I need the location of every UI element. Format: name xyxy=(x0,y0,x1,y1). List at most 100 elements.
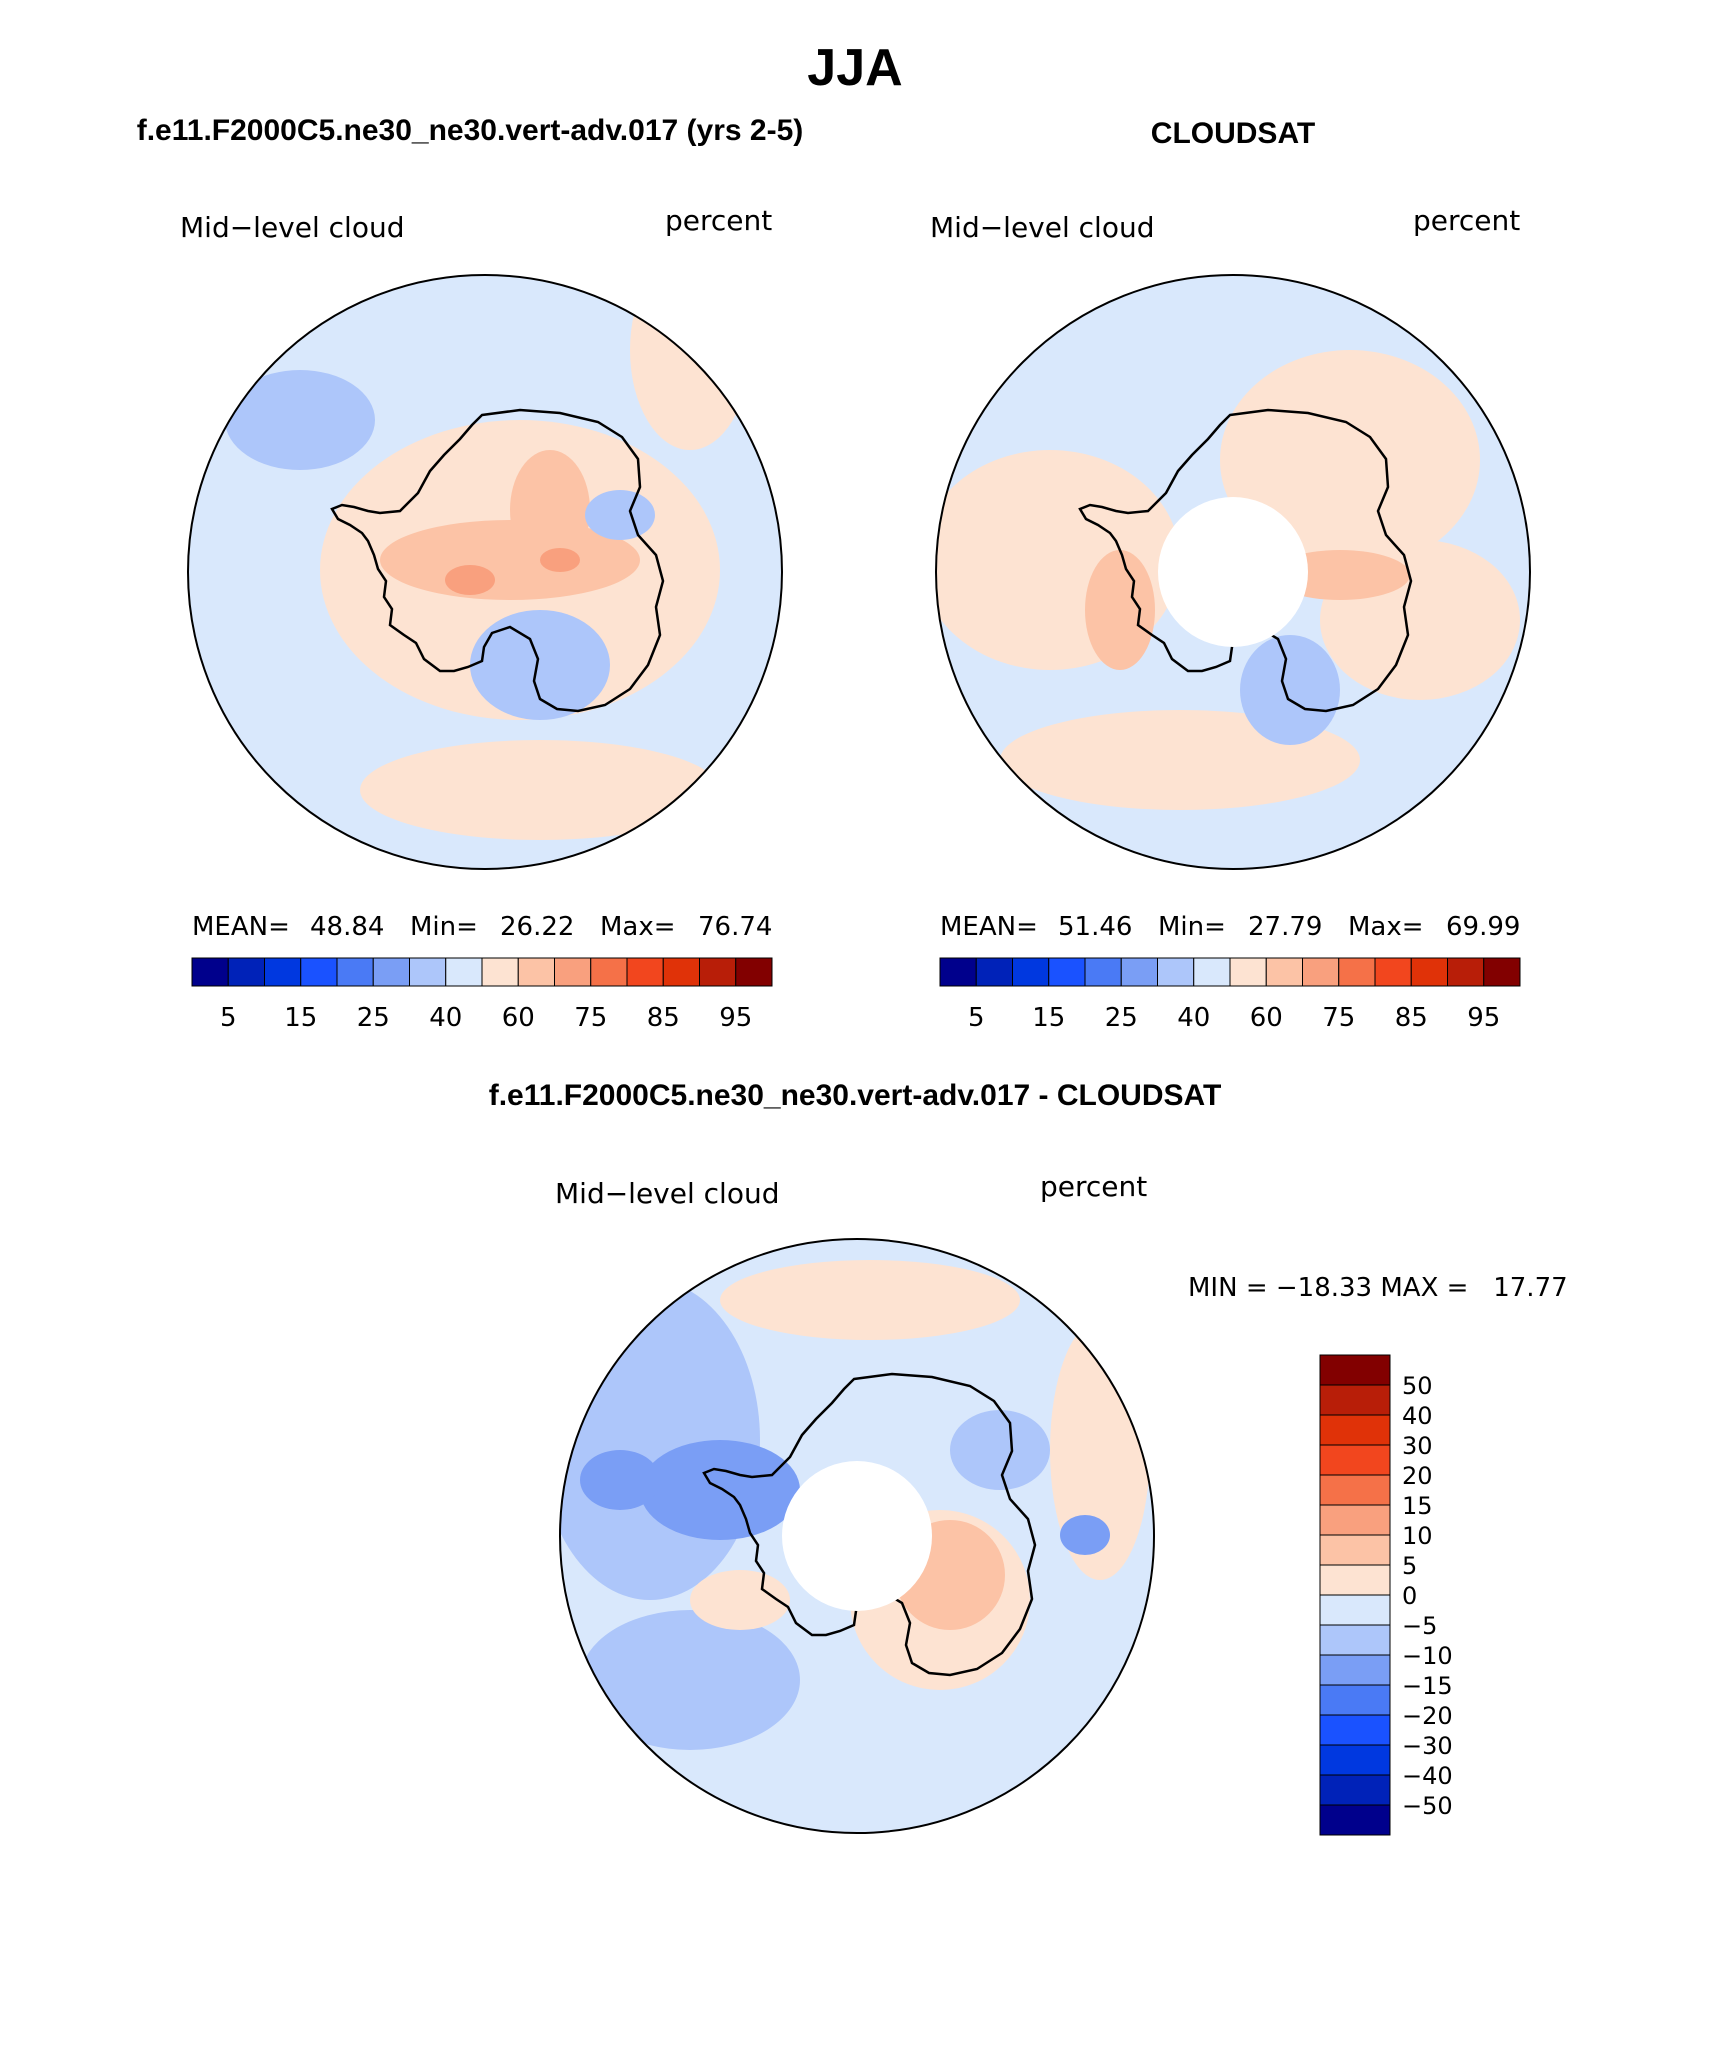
colorbar-model-swatch xyxy=(227,957,265,987)
colorbar-obs-swatch xyxy=(1410,957,1448,987)
colorbar-difference-tick-label: −30 xyxy=(1402,1732,1453,1760)
panel-obs-min-value: 27.79 xyxy=(1248,912,1322,942)
colorbar-difference-swatch xyxy=(1319,1684,1391,1716)
colorbar-difference-swatch xyxy=(1319,1594,1391,1626)
colorbar-model-tick-label: 40 xyxy=(429,1003,462,1033)
colorbar-obs-tick-label: 75 xyxy=(1322,1003,1355,1033)
colorbar-obs-tick-label: 85 xyxy=(1395,1003,1428,1033)
colorbar-difference-swatch xyxy=(1319,1714,1391,1746)
panel-model-variable: Mid−level cloud xyxy=(180,211,404,244)
colorbar-difference-swatch xyxy=(1319,1354,1391,1386)
colorbar-model-swatch xyxy=(735,957,773,987)
figure-title: JJA xyxy=(807,39,902,97)
colorbar-difference-swatch xyxy=(1319,1624,1391,1656)
map-difference-boundary xyxy=(559,1238,1155,1834)
panel-obs-variable: Mid−level cloud xyxy=(930,211,1154,244)
map-difference-pole-hole xyxy=(782,1461,932,1611)
panel-difference-stats: MIN = −18.33 MAX = 17.77 xyxy=(1188,1273,1568,1303)
colorbar-model-swatch xyxy=(554,957,592,987)
colorbar-difference-tick-label: −20 xyxy=(1402,1702,1453,1730)
colorbar-difference-swatch xyxy=(1319,1804,1391,1836)
colorbar-obs-swatch xyxy=(1483,957,1521,987)
colorbar-difference-tick-label: −15 xyxy=(1402,1672,1453,1700)
panel-obs-units: percent xyxy=(1413,204,1520,237)
colorbar-obs-swatch xyxy=(1193,957,1231,987)
colorbar-difference-swatch xyxy=(1319,1384,1391,1416)
panel-obs: CLOUDSAT Mid−level cloud percent MEAN= 5… xyxy=(930,117,1531,1033)
panel-model-mean-value: 48.84 xyxy=(310,912,384,942)
colorbar-obs-swatch xyxy=(1447,957,1485,987)
colorbar-model-swatch xyxy=(445,957,483,987)
panel-model: f.e11.F2000C5.ne30_ne30.vert-adv.017 (yr… xyxy=(137,114,804,1033)
panel-obs-max-value: 69.99 xyxy=(1446,912,1520,942)
map-obs-pole-hole xyxy=(1158,497,1308,647)
map-difference xyxy=(559,1238,1155,1834)
map-model xyxy=(187,274,783,870)
colorbar-obs-swatch xyxy=(1012,957,1050,987)
colorbar-model-swatch xyxy=(300,957,338,987)
colorbar-model: 5 15 25 40 60 75 85 95 xyxy=(191,957,773,1033)
colorbar-difference-swatch xyxy=(1319,1744,1391,1776)
map-obs xyxy=(935,274,1531,870)
colorbar-obs-swatch xyxy=(1048,957,1086,987)
colorbar-obs-swatch xyxy=(1374,957,1412,987)
colorbar-difference-swatch xyxy=(1319,1504,1391,1536)
panel-obs-header: CLOUDSAT xyxy=(1151,117,1315,150)
colorbar-model-tick-label: 25 xyxy=(357,1003,390,1033)
colorbar-difference-tick-label: 5 xyxy=(1402,1552,1417,1580)
panel-model-header: f.e11.F2000C5.ne30_ne30.vert-adv.017 (yr… xyxy=(137,114,804,147)
colorbar-obs-tick-label: 5 xyxy=(968,1003,985,1033)
colorbar-difference-tick-label: 40 xyxy=(1402,1402,1433,1430)
panel-model-mean-label: MEAN= xyxy=(192,912,290,942)
colorbar-model-swatch xyxy=(662,957,700,987)
panel-obs-mean-label: MEAN= xyxy=(940,912,1038,942)
colorbar-model-swatch xyxy=(264,957,302,987)
colorbar-model-swatch xyxy=(481,957,519,987)
colorbar-model-tick-label: 95 xyxy=(719,1003,752,1033)
colorbar-difference-tick-label: 0 xyxy=(1402,1582,1417,1610)
panel-difference: f.e11.F2000C5.ne30_ne30.vert-adv.017 - C… xyxy=(489,1079,1568,1836)
colorbar-difference-swatch xyxy=(1319,1654,1391,1686)
colorbar-obs-swatch xyxy=(1084,957,1122,987)
colorbar-difference-tick-label: −10 xyxy=(1402,1642,1453,1670)
colorbar-difference-tick-label: −40 xyxy=(1402,1762,1453,1790)
map-model-boundary xyxy=(187,274,783,870)
panel-model-min-label: Min= xyxy=(410,912,478,942)
colorbar-model-swatch xyxy=(191,957,229,987)
panel-obs-mean-value: 51.46 xyxy=(1058,912,1132,942)
panel-obs-max-label: Max= xyxy=(1348,912,1424,942)
colorbar-obs-tick-label: 25 xyxy=(1105,1003,1138,1033)
colorbar-model-swatch xyxy=(699,957,737,987)
colorbar-difference-swatch xyxy=(1319,1534,1391,1566)
panel-model-max-value: 76.74 xyxy=(698,912,772,942)
colorbar-difference-tick-label: 10 xyxy=(1402,1522,1433,1550)
colorbar-difference-tick-label: 20 xyxy=(1402,1462,1433,1490)
colorbar-obs: 5 15 25 40 60 75 85 95 xyxy=(939,957,1521,1033)
panel-difference-variable: Mid−level cloud xyxy=(555,1177,779,1210)
colorbar-obs-swatch xyxy=(1120,957,1158,987)
colorbar-difference-swatch xyxy=(1319,1474,1391,1506)
colorbar-model-swatch xyxy=(626,957,664,987)
panel-model-min-value: 26.22 xyxy=(500,912,574,942)
colorbar-obs-swatch xyxy=(1157,957,1195,987)
colorbar-model-swatch xyxy=(372,957,410,987)
panel-difference-units: percent xyxy=(1040,1170,1147,1203)
colorbar-model-tick-label: 60 xyxy=(502,1003,535,1033)
colorbar-obs-tick-label: 60 xyxy=(1250,1003,1283,1033)
colorbar-obs-swatch xyxy=(1302,957,1340,987)
colorbar-difference-swatch xyxy=(1319,1444,1391,1476)
colorbar-obs-tick-label: 40 xyxy=(1177,1003,1210,1033)
panel-obs-min-label: Min= xyxy=(1158,912,1226,942)
colorbar-obs-swatch xyxy=(1265,957,1303,987)
colorbar-obs-tick-label: 95 xyxy=(1467,1003,1500,1033)
colorbar-difference-tick-label: 15 xyxy=(1402,1492,1433,1520)
colorbar-model-swatch xyxy=(336,957,374,987)
colorbar-difference-swatch xyxy=(1319,1414,1391,1446)
colorbar-model-tick-label: 5 xyxy=(220,1003,237,1033)
colorbar-difference-tick-label: 30 xyxy=(1402,1432,1433,1460)
colorbar-obs-tick-label: 15 xyxy=(1032,1003,1065,1033)
colorbar-difference-tick-label: 50 xyxy=(1402,1372,1433,1400)
colorbar-difference-tick-label: −5 xyxy=(1402,1612,1437,1640)
panel-model-max-label: Max= xyxy=(600,912,676,942)
colorbar-model-tick-label: 75 xyxy=(574,1003,607,1033)
